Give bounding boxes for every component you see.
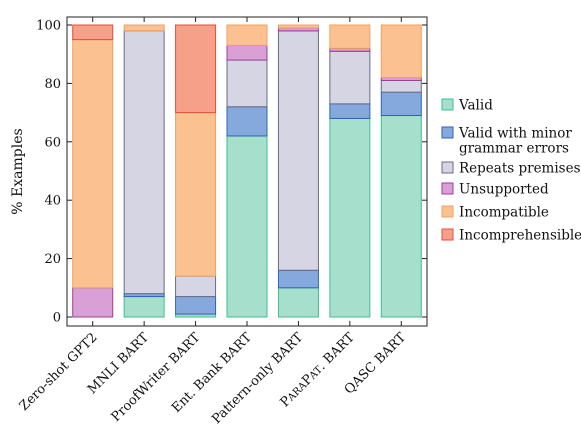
bar-group-mnli-bart xyxy=(123,24,165,318)
bar-segment-valid-with-minor-grammar-errors-qasc-bart xyxy=(380,91,422,117)
legend-label-valid-with-minor-grammar-errors-line-1: Valid with minor xyxy=(458,126,572,142)
legend-swatch-valid xyxy=(441,98,454,111)
bar-segment-valid-with-minor-grammar-errors-parapat-bart xyxy=(329,103,371,119)
bar-segment-valid-pattern-only-bart xyxy=(277,287,319,318)
bar-segment-incomprehensible-proofwriter-bart xyxy=(175,24,217,114)
bar-segment-valid-ent-bank-bart xyxy=(226,135,268,318)
y-tick-label-40: 40 xyxy=(44,194,61,209)
y-tick-label-20: 20 xyxy=(44,252,61,267)
bar-segment-valid-with-minor-grammar-errors-pattern-only-bart xyxy=(277,269,319,289)
y-tick-label-60: 60 xyxy=(44,135,61,150)
bar-segment-incompatible-qasc-bart xyxy=(380,24,422,79)
legend-swatch-valid-with-minor-grammar-errors xyxy=(441,126,454,139)
x-tick-label-part: ProofWriter BART xyxy=(109,330,204,425)
bar-group-pattern-only-bart xyxy=(277,24,319,318)
legend-entry-unsupported: Unsupported xyxy=(441,182,549,198)
bar-segment-repeats-premises-mnli-bart xyxy=(123,30,165,295)
bar-group-parapat-bart xyxy=(329,24,371,318)
bar-segment-repeats-premises-ent-bank-bart xyxy=(226,59,268,108)
bar-segment-repeats-premises-qasc-bart xyxy=(380,79,422,93)
x-tick-label-proofwriter-bart: ProofWriter BART xyxy=(109,330,204,425)
legend-label-incomprehensible: Incomprehensible xyxy=(459,228,581,244)
legend-swatch-incomprehensible xyxy=(441,228,454,241)
bar-segment-unsupported-zero-shot-gpt2 xyxy=(72,287,114,318)
bar-segment-incompatible-proofwriter-bart xyxy=(175,112,217,277)
y-axis-label: % Examples xyxy=(10,128,26,214)
bar-group-qasc-bart xyxy=(380,24,422,318)
bar-segment-repeats-premises-proofwriter-bart xyxy=(175,275,217,298)
legend-label-repeats-premises: Repeats premises xyxy=(459,161,581,177)
bar-group-zero-shot-gpt2 xyxy=(72,24,114,318)
x-tick-label-pattern-only-bart: Pattern-only BART xyxy=(209,330,306,427)
legend-entry-repeats-premises: Repeats premises xyxy=(441,161,581,177)
legend-swatch-incompatible xyxy=(441,205,454,218)
legend-label-unsupported: Unsupported xyxy=(459,182,549,198)
bar-segment-repeats-premises-parapat-bart xyxy=(329,50,371,105)
legend-entry-incomprehensible: Incomprehensible xyxy=(441,228,581,244)
y-tick-label-100: 100 xyxy=(36,19,61,34)
legend-entry-valid: Valid xyxy=(441,98,493,114)
legend-entry-incompatible: Incompatible xyxy=(441,205,549,221)
bars-layer xyxy=(72,24,422,318)
x-tick-label-part: Pattern-only BART xyxy=(209,330,306,427)
legend-swatch-repeats-premises xyxy=(441,161,454,174)
bar-segment-incomprehensible-zero-shot-gpt2 xyxy=(72,24,114,41)
bar-segment-valid-with-minor-grammar-errors-ent-bank-bart xyxy=(226,106,268,137)
bar-segment-valid-with-minor-grammar-errors-proofwriter-bart xyxy=(175,296,217,315)
bar-segment-repeats-premises-pattern-only-bart xyxy=(277,30,319,271)
y-axis: 0 20 40 60 80 100 xyxy=(36,19,427,326)
x-tick-label-part: Zero-shot GPT2 xyxy=(17,330,101,414)
bar-segment-valid-parapat-bart xyxy=(329,117,371,318)
x-tick-label-zero-shot-gpt2: Zero-shot GPT2 xyxy=(17,330,101,414)
bar-segment-incompatible-pattern-only-bart xyxy=(277,24,319,29)
legend-label-incompatible: Incompatible xyxy=(459,205,549,221)
y-tick-label-0: 0 xyxy=(53,311,61,326)
x-tick-label-part: . BART xyxy=(315,330,358,373)
bar-segment-valid-qasc-bart xyxy=(380,115,422,318)
bar-segment-incompatible-ent-bank-bart xyxy=(226,24,268,46)
bar-group-ent-bank-bart xyxy=(226,24,268,318)
bar-segment-incompatible-zero-shot-gpt2 xyxy=(72,39,114,289)
bar-segment-incompatible-parapat-bart xyxy=(329,24,371,49)
bar-group-proofwriter-bart xyxy=(175,24,217,318)
legend-label-valid-with-minor-grammar-errors-line-2: grammar errors xyxy=(459,141,569,157)
legend-swatch-unsupported xyxy=(441,182,454,195)
y-tick-label-80: 80 xyxy=(44,77,61,92)
legend-label-valid: Valid xyxy=(458,98,493,114)
bar-segment-valid-mnli-bart xyxy=(123,296,165,318)
bar-segment-incompatible-mnli-bart xyxy=(123,24,165,32)
bar-segment-unsupported-ent-bank-bart xyxy=(226,44,268,61)
